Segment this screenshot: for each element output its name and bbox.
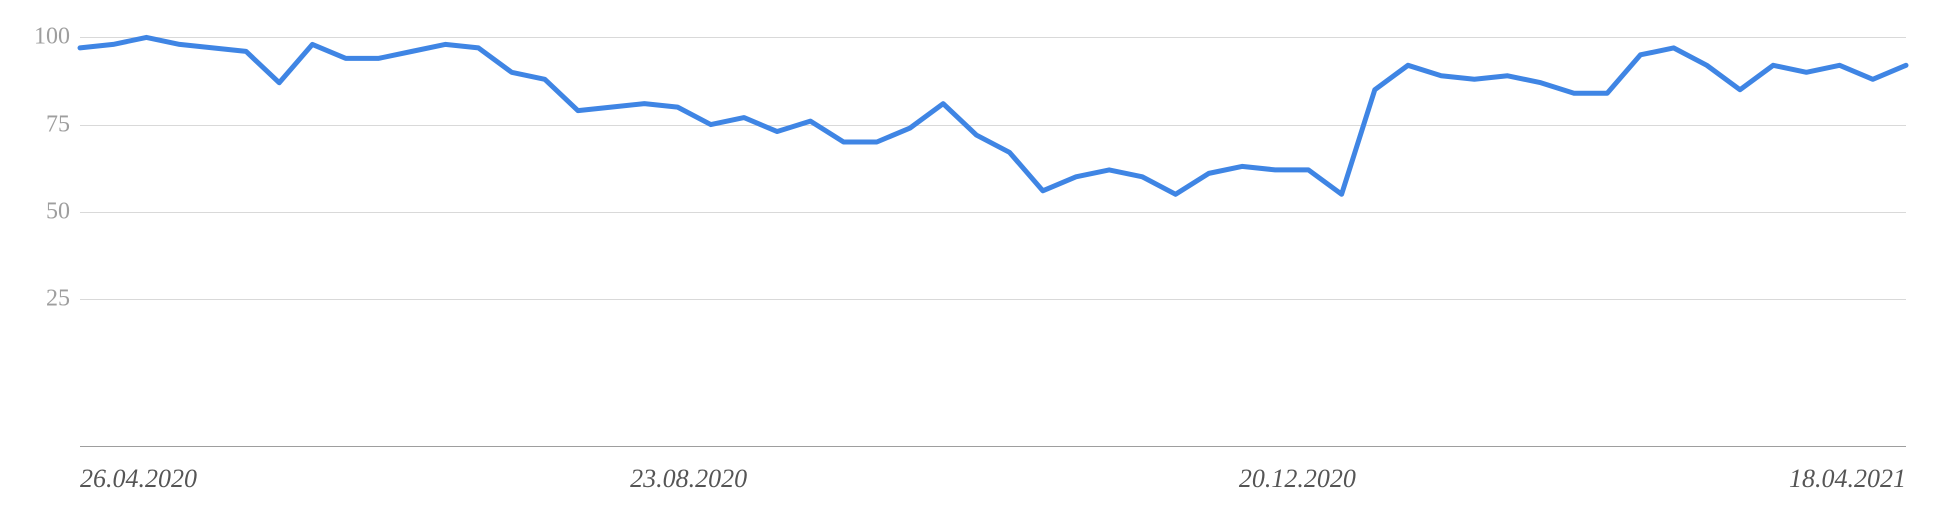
series-path (80, 37, 1906, 194)
x-tick-label: 18.04.2021 (1789, 464, 1906, 494)
y-tick-label: 50 (46, 198, 80, 225)
y-tick-label: 75 (46, 111, 80, 138)
x-tick-label: 20.12.2020 (1239, 464, 1356, 494)
x-tick-label: 23.08.2020 (630, 464, 747, 494)
line-series (80, 20, 1906, 386)
plot-area: 255075100 (80, 20, 1906, 386)
x-tick-label: 26.04.2020 (80, 464, 197, 494)
y-tick-label: 25 (46, 285, 80, 312)
line-chart: 255075100 26.04.202023.08.202020.12.2020… (0, 0, 1936, 516)
y-tick-label: 100 (34, 24, 80, 51)
x-axis-line (80, 446, 1906, 447)
